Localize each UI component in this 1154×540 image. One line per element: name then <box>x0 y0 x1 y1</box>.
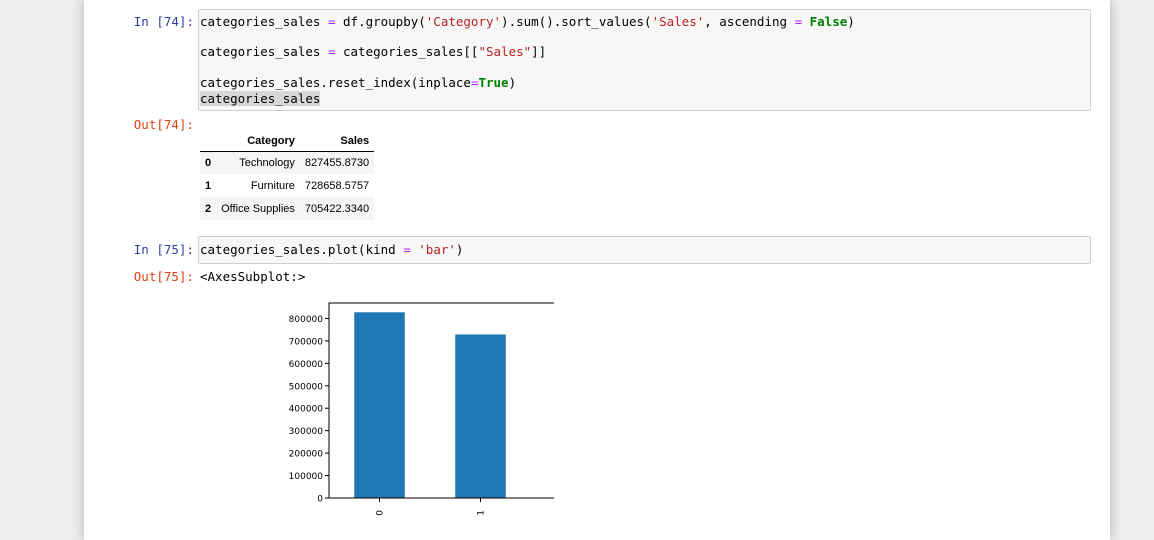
y-tick-label: 300000 <box>289 427 324 437</box>
bar-1 <box>455 334 506 498</box>
output-prompt-75: Out[75]: <box>133 269 194 284</box>
y-tick-label: 600000 <box>289 360 324 370</box>
notebook-page: In [74]: categories_sales = df.groupby('… <box>84 0 1110 540</box>
selected-text: categories_sales <box>200 91 321 106</box>
y-axis: 0 100000 200000 300000 400000 500000 600000 700… <box>289 315 329 505</box>
y-tick-label: 800000 <box>289 315 324 325</box>
column-header-sales: Sales <box>299 131 375 152</box>
code-cell-74[interactable] <box>198 9 1091 111</box>
column-header-category: Category <box>216 131 300 152</box>
table-row: 2 Office Supplies 705422.3340 <box>200 197 375 220</box>
plot-frame <box>328 302 554 499</box>
sales-cell: 728658.5757 <box>304 179 370 192</box>
dataframe-table: Category Sales 0 Technology 827455.8730 … <box>200 131 375 220</box>
y-tick-label: 0 <box>317 495 323 505</box>
table-header-row: Category Sales <box>200 131 375 152</box>
output-prompt-74: Out[74]: <box>133 117 194 132</box>
x-axis: 012 <box>376 498 487 516</box>
y-tick-label: 200000 <box>289 450 324 460</box>
input-prompt-74: In [74]: <box>133 14 194 29</box>
table-row: 0 Technology 827455.8730 <box>200 151 375 174</box>
category-cell: Furniture <box>250 179 295 192</box>
y-tick-label: 400000 <box>289 405 324 415</box>
code-line-4: categories_sales <box>200 91 321 107</box>
row-index: 1 <box>205 179 212 192</box>
row-index: 0 <box>205 156 212 169</box>
code-line-plot: categories_sales.plot(kind = 'bar') <box>200 242 464 257</box>
code-cell-75[interactable] <box>198 236 1091 264</box>
sales-cell: 827455.8730 <box>304 156 370 169</box>
code-line-2: categories_sales = categories_sales[["Sa… <box>200 44 547 59</box>
y-tick-label: 500000 <box>289 382 324 392</box>
sales-cell: 705422.3340 <box>304 202 370 215</box>
bars <box>354 312 506 498</box>
axes-subplot-output: <AxesSubplot:> <box>200 269 306 284</box>
code-line-3: categories_sales.reset_index(inplace=Tru… <box>200 75 517 90</box>
bar-0 <box>354 312 405 498</box>
row-index: 2 <box>205 202 212 215</box>
x-tick-label: 0 <box>376 510 386 516</box>
y-tick-label: 100000 <box>289 472 324 482</box>
code-line-1: categories_sales = df.groupby('Category'… <box>200 14 855 29</box>
index-header <box>200 131 217 152</box>
y-tick-label: 700000 <box>289 337 324 347</box>
category-cell: Technology <box>239 156 295 169</box>
table-row: 1 Furniture 728658.5757 <box>200 174 374 197</box>
input-prompt-75: In [75]: <box>133 242 194 257</box>
category-cell: Office Supplies <box>221 202 295 215</box>
x-tick-label: 1 <box>477 510 487 516</box>
bar-chart: 0 100000 200000 300000 400000 500000 600000 700… <box>289 302 554 516</box>
